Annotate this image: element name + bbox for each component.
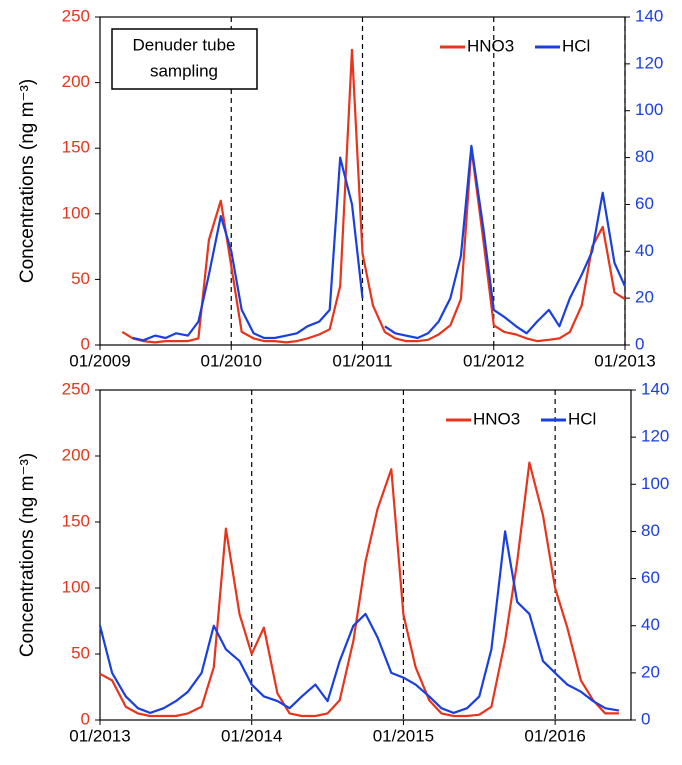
x-tick-label: 01/2016 (524, 726, 585, 745)
legend-label: HNO3 (467, 36, 514, 55)
x-tick-label: 01/2012 (463, 351, 524, 370)
annotation-box (111, 28, 258, 90)
y-axis-label: Concentrations (ng m⁻³) (17, 453, 38, 657)
y2-tick-label: 80 (641, 521, 660, 540)
y-tick-label: 150 (62, 138, 90, 157)
series-line (132, 144, 627, 342)
annotation: sampling (150, 61, 218, 80)
y-axis-label: Concentrations (ng m⁻³) (17, 79, 38, 283)
y2-tick-label: 100 (641, 474, 669, 493)
plot-frame (99, 16, 626, 346)
series-line (121, 48, 626, 344)
x-tick-label: 01/2013 (594, 351, 655, 370)
y-tick-label: 0 (81, 334, 90, 353)
y-tick-label: 250 (62, 6, 90, 25)
y-tick-label: 0 (81, 709, 90, 728)
y2-tick-label: 80 (635, 147, 654, 166)
y-tick-label: 250 (62, 379, 90, 398)
y-tick-label: 100 (62, 203, 90, 222)
legend-label: HCl (568, 409, 596, 428)
y-tick-label: 200 (62, 445, 90, 464)
y-tick-label: 100 (62, 577, 90, 596)
x-tick-label: 01/2015 (373, 726, 434, 745)
y-tick-label: 50 (71, 269, 90, 288)
legend-label: HCl (562, 36, 590, 55)
y2-tick-label: 40 (635, 241, 654, 260)
series-line (98, 530, 620, 714)
y2-tick-label: 0 (635, 334, 644, 353)
y2-tick-label: 60 (635, 194, 654, 213)
x-tick-label: 01/2011 (332, 351, 392, 370)
y2-tick-label: 20 (641, 662, 660, 681)
y2-tick-label: 120 (641, 427, 669, 446)
x-tick-label: 01/2009 (69, 351, 130, 370)
x-tick-label: 01/2010 (201, 351, 262, 370)
x-tick-label: 01/2014 (221, 726, 282, 745)
y2-tick-label: 0 (641, 709, 650, 728)
y2-tick-label: 140 (635, 6, 663, 25)
y2-tick-label: 20 (635, 288, 654, 307)
y2-tick-label: 40 (641, 615, 660, 634)
series-line (99, 461, 619, 718)
legend-label: HNO3 (473, 409, 520, 428)
plot-frame (99, 389, 632, 721)
y-tick-label: 200 (62, 72, 90, 91)
x-tick-label: 01/2013 (69, 726, 130, 745)
y2-tick-label: 60 (641, 568, 660, 587)
y-tick-label: 150 (62, 511, 90, 530)
y2-tick-label: 100 (635, 100, 663, 119)
y2-tick-label: 120 (635, 53, 663, 72)
y-tick-label: 50 (71, 643, 90, 662)
annotation: Denuder tube (132, 35, 235, 54)
y2-tick-label: 140 (641, 379, 669, 398)
